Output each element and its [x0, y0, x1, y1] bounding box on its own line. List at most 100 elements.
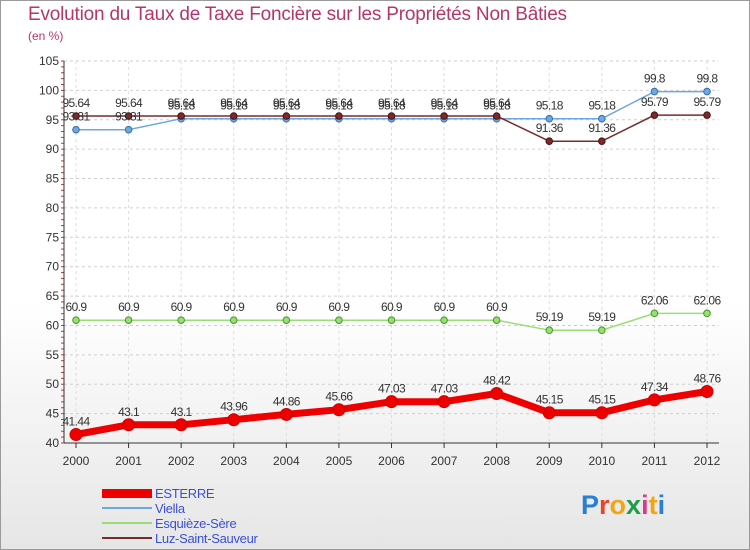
data-label-luz-saint-sauveur: 95.79: [693, 95, 721, 109]
legend-swatch-esterre: [102, 489, 152, 498]
data-point-luz-saint-sauveur: [335, 112, 343, 120]
data-point-esterre: [437, 395, 451, 409]
data-point-esterre: [385, 395, 398, 409]
data-label-esterre: 48.42: [483, 374, 511, 388]
data-label-esquieze-sere: 60.9: [486, 300, 508, 314]
data-label-viella: 95.18: [378, 99, 406, 113]
data-point-esquieze-sere: [703, 309, 711, 318]
data-point-luz-saint-sauveur: [440, 112, 448, 120]
data-point-esquieze-sere: [545, 326, 554, 335]
x-tick-label: 2009: [536, 454, 563, 468]
data-point-luz-saint-sauveur: [650, 111, 659, 119]
y-tick-label: 45: [46, 407, 60, 421]
data-label-luz-saint-sauveur: 95.79: [641, 95, 669, 109]
legend-swatch-luz-saint-sauveur: [102, 537, 152, 539]
data-label-esquieze-sere: 60.9: [434, 300, 456, 314]
logo-letter: P: [581, 490, 600, 520]
logo-letter: t: [648, 490, 658, 520]
chart-subtitle: (en %): [28, 29, 64, 43]
data-label-luz-saint-sauveur: 95.64: [62, 96, 90, 110]
data-point-esquieze-sere: [229, 316, 238, 324]
legend-label: Luz-Saint-Sauveur: [155, 531, 258, 546]
data-point-esquieze-sere: [440, 316, 448, 324]
data-label-esquieze-sere: 59.19: [536, 310, 564, 324]
data-label-esterre: 44.86: [273, 394, 301, 408]
data-point-viella: [124, 125, 133, 134]
data-point-viella: [650, 87, 659, 96]
y-tick-label: 60: [46, 318, 60, 332]
data-label-viella: 99.8: [644, 72, 666, 86]
y-tick-label: 90: [46, 142, 60, 156]
y-tick-label: 70: [46, 260, 60, 274]
data-label-viella: 95.18: [220, 99, 248, 113]
data-label-viella: 95.18: [483, 99, 511, 113]
data-point-esquieze-sere: [650, 309, 659, 318]
data-label-viella: 95.18: [536, 99, 564, 113]
x-tick-label: 2006: [378, 454, 405, 468]
x-tick-label: 2005: [326, 454, 353, 468]
data-point-esquieze-sere: [387, 316, 396, 324]
data-label-esquieze-sere: 60.9: [328, 300, 350, 314]
data-label-luz-saint-sauveur: 95.64: [273, 96, 301, 110]
x-tick-label: 2008: [483, 454, 510, 468]
data-label-esterre: 45.15: [536, 393, 564, 407]
x-tick-label: 2011: [642, 454, 668, 468]
data-point-luz-saint-sauveur: [72, 112, 80, 120]
logo-letter: o: [609, 490, 627, 520]
data-label-viella: 95.18: [431, 99, 459, 113]
y-tick-label: 40: [46, 436, 60, 450]
data-label-viella: 93.31: [62, 110, 90, 124]
data-point-esterre: [227, 413, 241, 427]
data-point-luz-saint-sauveur: [229, 112, 238, 120]
data-label-luz-saint-sauveur: 95.64: [431, 96, 459, 110]
x-tick-label: 2000: [63, 454, 90, 468]
logo-letter: x: [626, 490, 642, 520]
data-label-esquieze-sere: 62.06: [693, 293, 721, 307]
y-tick-label: 95: [46, 113, 60, 127]
legend-label: Esquièze-Sère: [155, 516, 237, 531]
legend-swatch-viella: [102, 507, 152, 509]
data-point-esterre: [174, 418, 188, 432]
data-point-viella: [72, 125, 80, 134]
axes: 40 45 50 55 60 65 70 75 80 85 90 95 100 105 2000 2001 20…: [39, 54, 721, 468]
data-label-esquieze-sere: 60.9: [66, 300, 88, 314]
data-point-esterre: [490, 387, 504, 401]
data-label-esquieze-sere: 60.9: [171, 300, 193, 314]
data-label-luz-saint-sauveur: 95.64: [168, 96, 196, 110]
data-point-esquieze-sere: [282, 316, 291, 324]
x-tick-label: 2001: [115, 454, 142, 468]
x-tick-label: 2003: [220, 454, 247, 468]
data-point-luz-saint-sauveur: [282, 112, 291, 120]
data-label-luz-saint-sauveur: 95.64: [483, 96, 511, 110]
data-label-esterre: 45.66: [325, 390, 353, 404]
data-point-luz-saint-sauveur: [177, 112, 185, 120]
data-point-esquieze-sere: [335, 316, 343, 324]
data-point-esquieze-sere: [124, 316, 133, 324]
y-tick-label: 80: [46, 201, 60, 215]
data-label-esquieze-sere: 60.9: [118, 300, 140, 314]
data-point-luz-saint-sauveur: [492, 112, 501, 120]
data-point-esterre: [69, 428, 83, 442]
x-tick-label: 2010: [588, 454, 615, 468]
data-labels: 60.9 60.9 60.9 60.9 60.9 60.9 60.9 60.9 60.9 59.1…: [62, 72, 722, 429]
y-tick-label: 105: [39, 54, 59, 68]
legend-swatch-esquieze-sere: [102, 522, 152, 524]
data-point-esterre: [595, 406, 609, 420]
data-label-esquieze-sere: 60.9: [223, 300, 245, 314]
data-label-esquieze-sere: 60.9: [276, 300, 298, 314]
data-label-luz-saint-sauveur: 91.36: [536, 121, 564, 135]
data-point-luz-saint-sauveur: [387, 112, 396, 120]
data-label-esterre: 43.96: [220, 400, 248, 414]
data-point-esquieze-sere: [72, 316, 80, 324]
data-label-viella: 95.18: [168, 99, 196, 113]
data-label-viella: 95.18: [325, 99, 353, 113]
data-point-esquieze-sere: [598, 326, 606, 335]
data-label-viella: 95.18: [588, 99, 616, 113]
legend-label: ESTERRE: [155, 486, 215, 501]
data-label-viella: 99.8: [697, 72, 719, 86]
data-label-viella: 93.31: [115, 110, 143, 124]
data-label-viella: 95.18: [273, 99, 301, 113]
data-label-esquieze-sere: 59.19: [588, 310, 616, 324]
x-tick-label: 2012: [694, 454, 721, 468]
